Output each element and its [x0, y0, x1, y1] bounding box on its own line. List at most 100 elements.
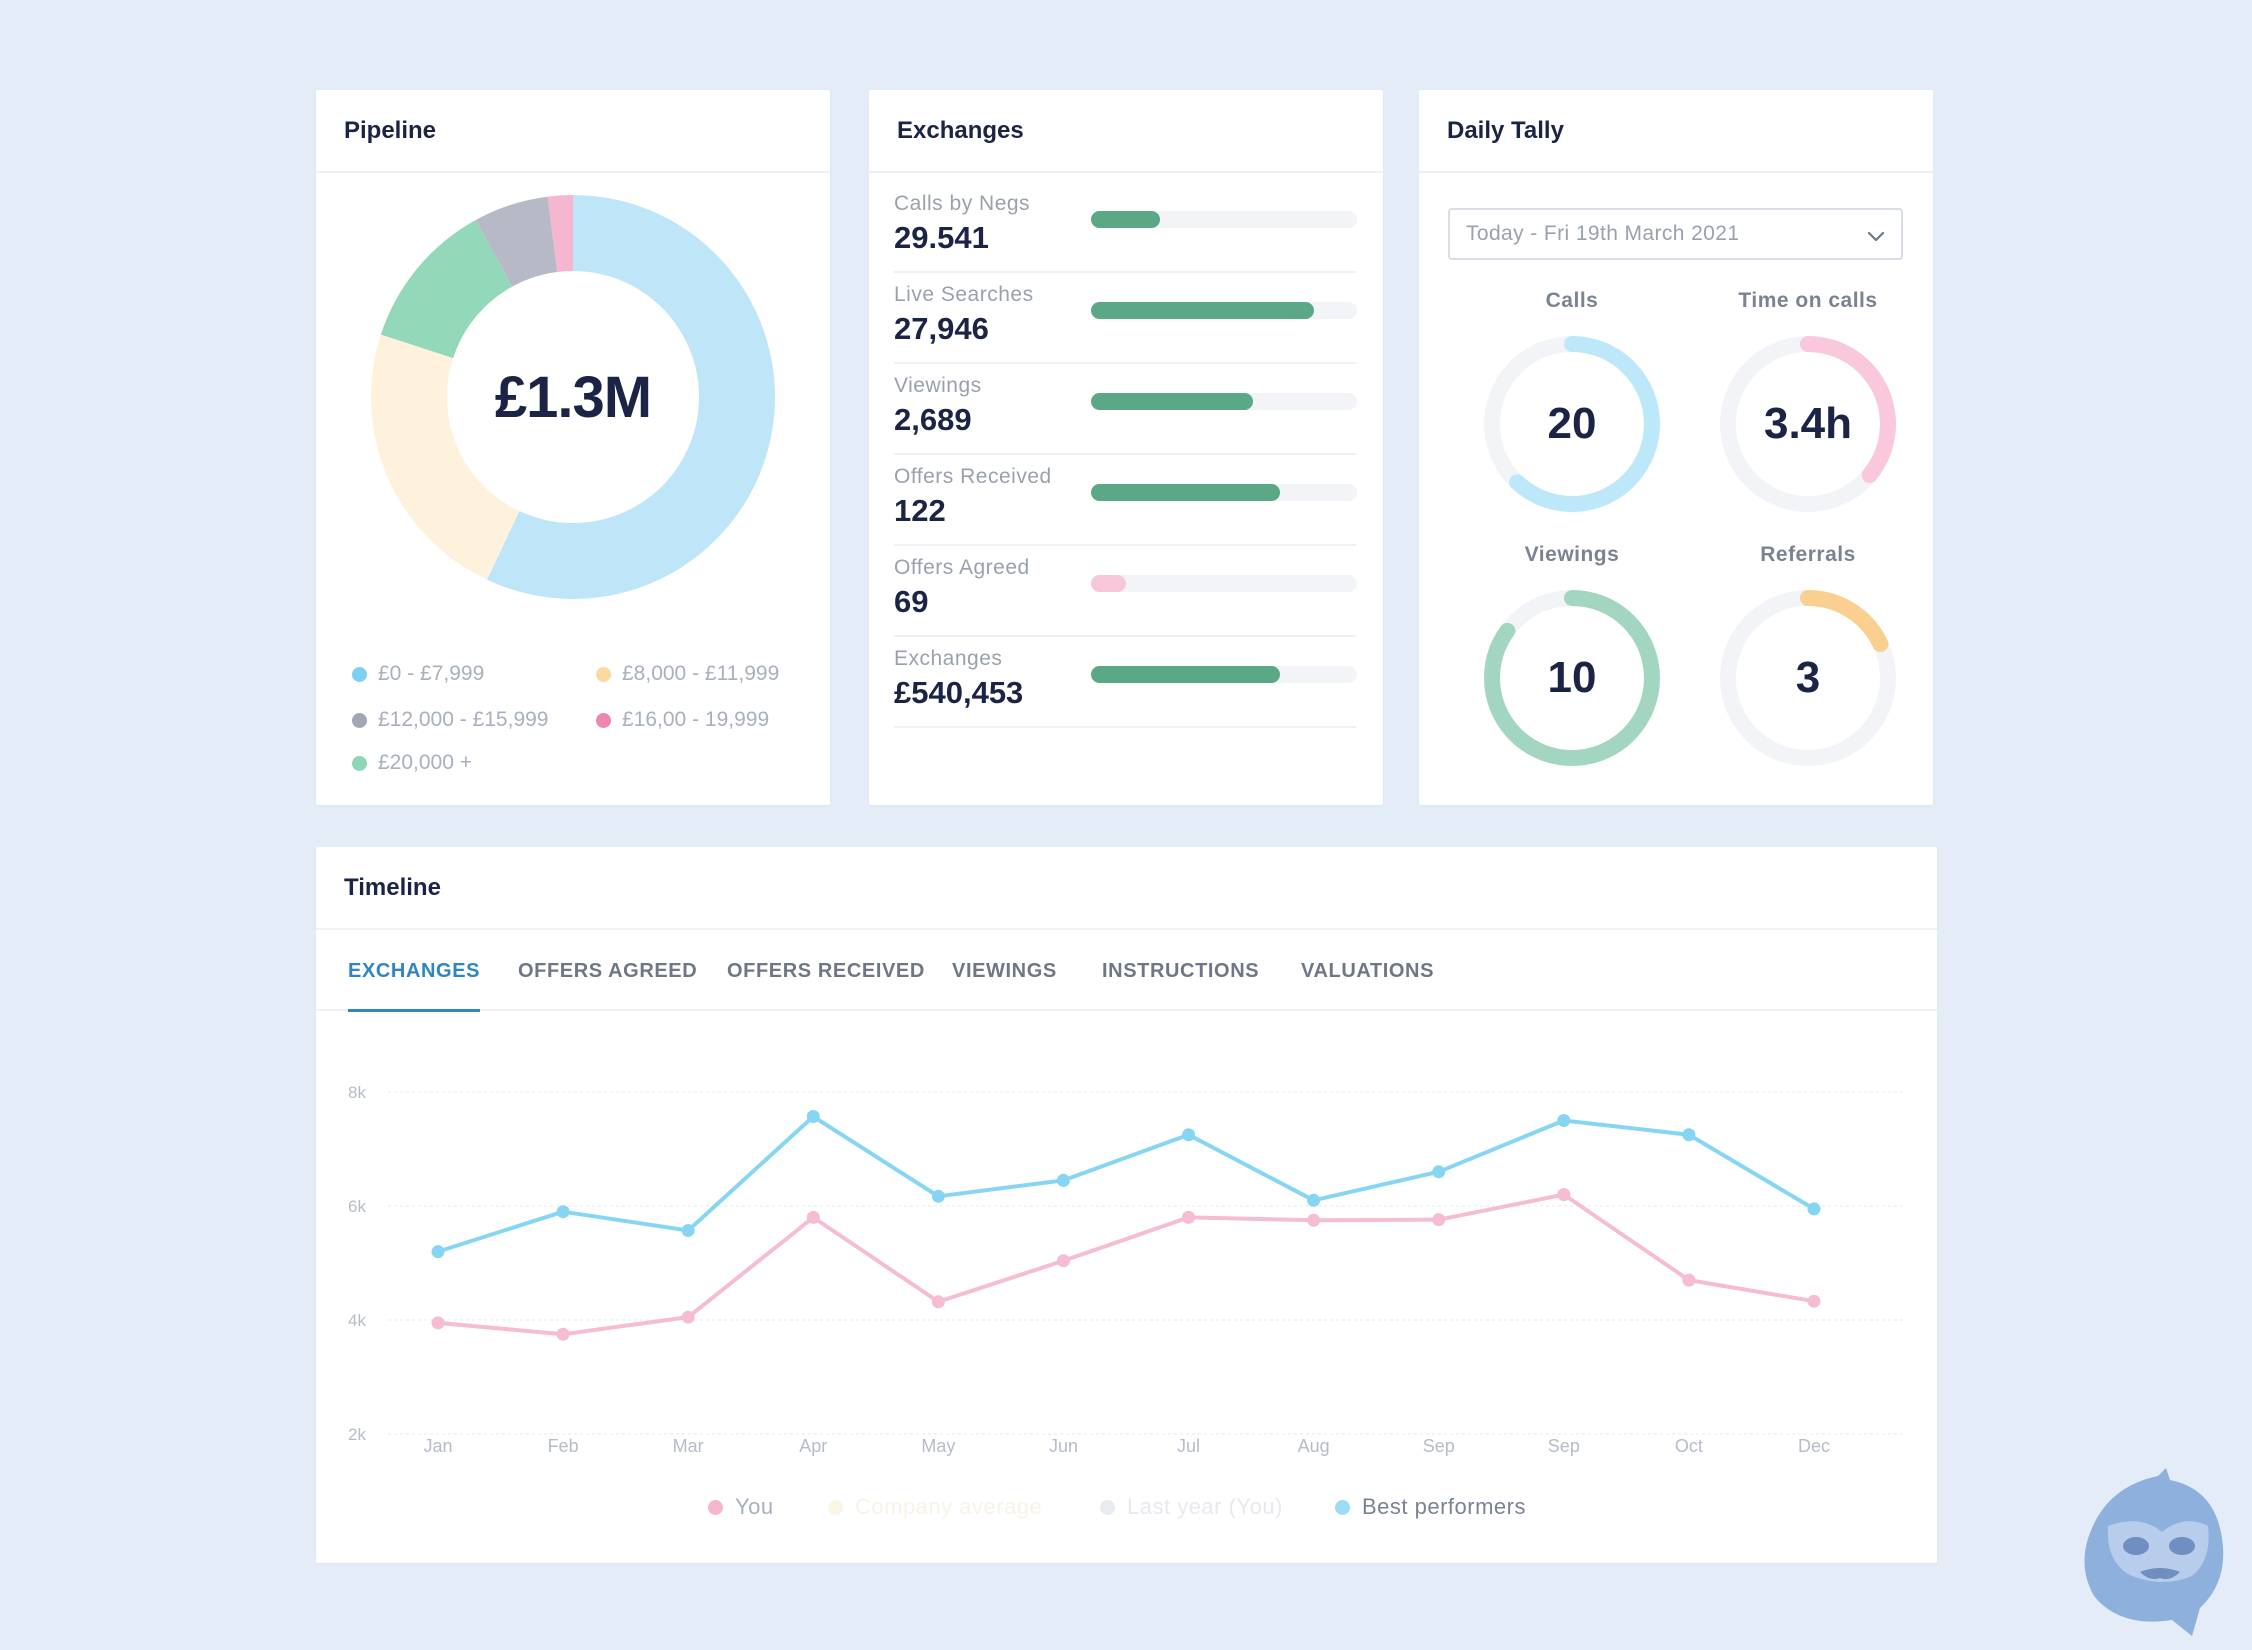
- tally-gauge: Time on calls 3.4h: [1698, 289, 1918, 517]
- data-point[interactable]: [931, 1189, 945, 1203]
- y-tick-label: 4k: [348, 1311, 366, 1330]
- gauge-arc: [1484, 336, 1660, 512]
- tally-gauge: Calls 20: [1462, 289, 1682, 517]
- metric-progress-track: [1091, 393, 1357, 410]
- donut-slice[interactable]: [486, 195, 775, 599]
- data-point[interactable]: [681, 1224, 695, 1238]
- tab-viewings[interactable]: VIEWINGS: [952, 960, 1057, 982]
- data-point[interactable]: [1807, 1202, 1821, 1216]
- data-point[interactable]: [556, 1205, 570, 1219]
- metric-label: Live Searches: [894, 283, 1034, 306]
- legend-dot: [352, 755, 367, 771]
- gauge-ring: 20: [1479, 331, 1665, 517]
- metric-progress-track: [1091, 211, 1357, 228]
- legend-dot: [828, 1499, 843, 1515]
- series-line: [437, 1114, 1816, 1254]
- legend-label: £8,000 - £11,999: [622, 662, 780, 685]
- legend-item-last-year[interactable]: Last year (You): [1100, 1494, 1283, 1520]
- legend-label: You: [735, 1494, 774, 1519]
- gauge-arc: [1720, 336, 1896, 512]
- x-tick-label: Aug: [1298, 1436, 1330, 1456]
- tally-gauge: Viewings 10: [1462, 543, 1682, 771]
- timeline-card: Timeline EXCHANGES OFFERS AGREED OFFERS …: [316, 847, 1937, 1563]
- data-point[interactable]: [1182, 1128, 1196, 1142]
- legend-dot: [596, 712, 611, 728]
- data-point[interactable]: [431, 1316, 445, 1330]
- metric-progress-track: [1091, 302, 1357, 319]
- x-tick-label: Jan: [423, 1436, 452, 1456]
- gauge-ring: 3: [1715, 585, 1901, 771]
- chat-assistant-icon[interactable]: [2080, 1468, 2230, 1643]
- data-point[interactable]: [1307, 1213, 1321, 1227]
- legend-label: £20,000 +: [378, 751, 473, 774]
- legend-item: £16,00 - 19,999: [596, 708, 769, 732]
- data-point[interactable]: [1432, 1165, 1446, 1179]
- gauge-ring: 3.4h: [1715, 331, 1901, 517]
- metric-value: 27,946: [894, 311, 989, 346]
- date-select[interactable]: Today - Fri 19th March 2021: [1448, 208, 1903, 260]
- data-point[interactable]: [1307, 1193, 1321, 1207]
- metric-progress-track: [1091, 484, 1357, 501]
- data-point[interactable]: [1807, 1294, 1821, 1308]
- legend-dot: [1335, 1499, 1350, 1515]
- x-tick-label: Feb: [548, 1436, 579, 1456]
- gauge-arc: [1484, 590, 1660, 766]
- legend-item: £8,000 - £11,999: [596, 662, 779, 686]
- donut-slice[interactable]: [547, 195, 573, 272]
- data-point[interactable]: [431, 1245, 445, 1259]
- legend-item-you[interactable]: You: [708, 1494, 774, 1520]
- data-point[interactable]: [1182, 1210, 1196, 1224]
- data-point[interactable]: [806, 1110, 820, 1124]
- x-tick-label: Sep: [1548, 1436, 1580, 1456]
- metric-value: 2,689: [894, 402, 972, 437]
- data-point[interactable]: [1432, 1213, 1446, 1227]
- x-tick-label: Oct: [1675, 1436, 1703, 1456]
- y-tick-label: 8k: [348, 1083, 366, 1102]
- donut-slice[interactable]: [380, 219, 513, 359]
- tab-offers-received[interactable]: OFFERS RECEIVED: [727, 960, 925, 982]
- metric-progress-track: [1091, 575, 1357, 592]
- daily-tally-title: Daily Tally: [1419, 90, 1933, 173]
- x-tick-label: Dec: [1798, 1436, 1830, 1456]
- pipeline-total: £1.3M: [494, 364, 652, 430]
- data-point[interactable]: [556, 1327, 570, 1341]
- exchange-metric-row: Viewings 2,689: [894, 364, 1357, 455]
- legend-item-best-performers[interactable]: Best performers: [1335, 1494, 1526, 1520]
- data-point[interactable]: [1056, 1173, 1070, 1187]
- legend-item: £20,000 +: [352, 751, 472, 775]
- metric-progress-fill: [1091, 302, 1315, 319]
- data-point[interactable]: [1682, 1128, 1696, 1142]
- gauge-arc: [1720, 590, 1896, 766]
- legend-item: £0 - £7,999: [352, 662, 484, 686]
- gauge-value: 3: [1795, 653, 1821, 702]
- chevron-down-icon: [1867, 231, 1885, 242]
- tab-offers-agreed[interactable]: OFFERS AGREED: [518, 960, 698, 982]
- donut-slice[interactable]: [371, 334, 520, 580]
- gauge-value: 20: [1547, 399, 1597, 448]
- timeline-legend: You Company average Last year (You) Best…: [316, 1494, 1937, 1524]
- exchange-metric-row: Offers Agreed 69: [894, 546, 1357, 637]
- daily-tally-card: Daily Tally Today - Fri 19th March 2021 …: [1419, 90, 1933, 805]
- data-point[interactable]: [1557, 1188, 1571, 1202]
- metric-progress-fill: [1091, 211, 1161, 228]
- metric-label: Calls by Negs: [894, 192, 1031, 215]
- legend-dot: [352, 712, 367, 728]
- data-point[interactable]: [1557, 1114, 1571, 1127]
- tab-exchanges[interactable]: EXCHANGES: [348, 932, 481, 1012]
- gauge-value: 10: [1547, 653, 1597, 702]
- metric-value: 122: [894, 493, 946, 528]
- data-point[interactable]: [806, 1210, 820, 1224]
- tab-valuations[interactable]: VALUATIONS: [1301, 960, 1435, 982]
- timeline-title: Timeline: [316, 847, 1937, 930]
- x-tick-label: Jun: [1049, 1436, 1078, 1456]
- donut-slice[interactable]: [475, 196, 558, 287]
- legend-dot: [352, 666, 367, 682]
- data-point[interactable]: [931, 1295, 945, 1309]
- data-point[interactable]: [1682, 1273, 1696, 1287]
- legend-item-company-average[interactable]: Company average: [828, 1494, 1042, 1520]
- x-tick-label: Jul: [1177, 1436, 1200, 1456]
- data-point[interactable]: [1056, 1254, 1070, 1268]
- data-point[interactable]: [681, 1310, 695, 1324]
- tab-instructions[interactable]: INSTRUCTIONS: [1102, 960, 1260, 982]
- metric-progress-track: [1091, 666, 1357, 683]
